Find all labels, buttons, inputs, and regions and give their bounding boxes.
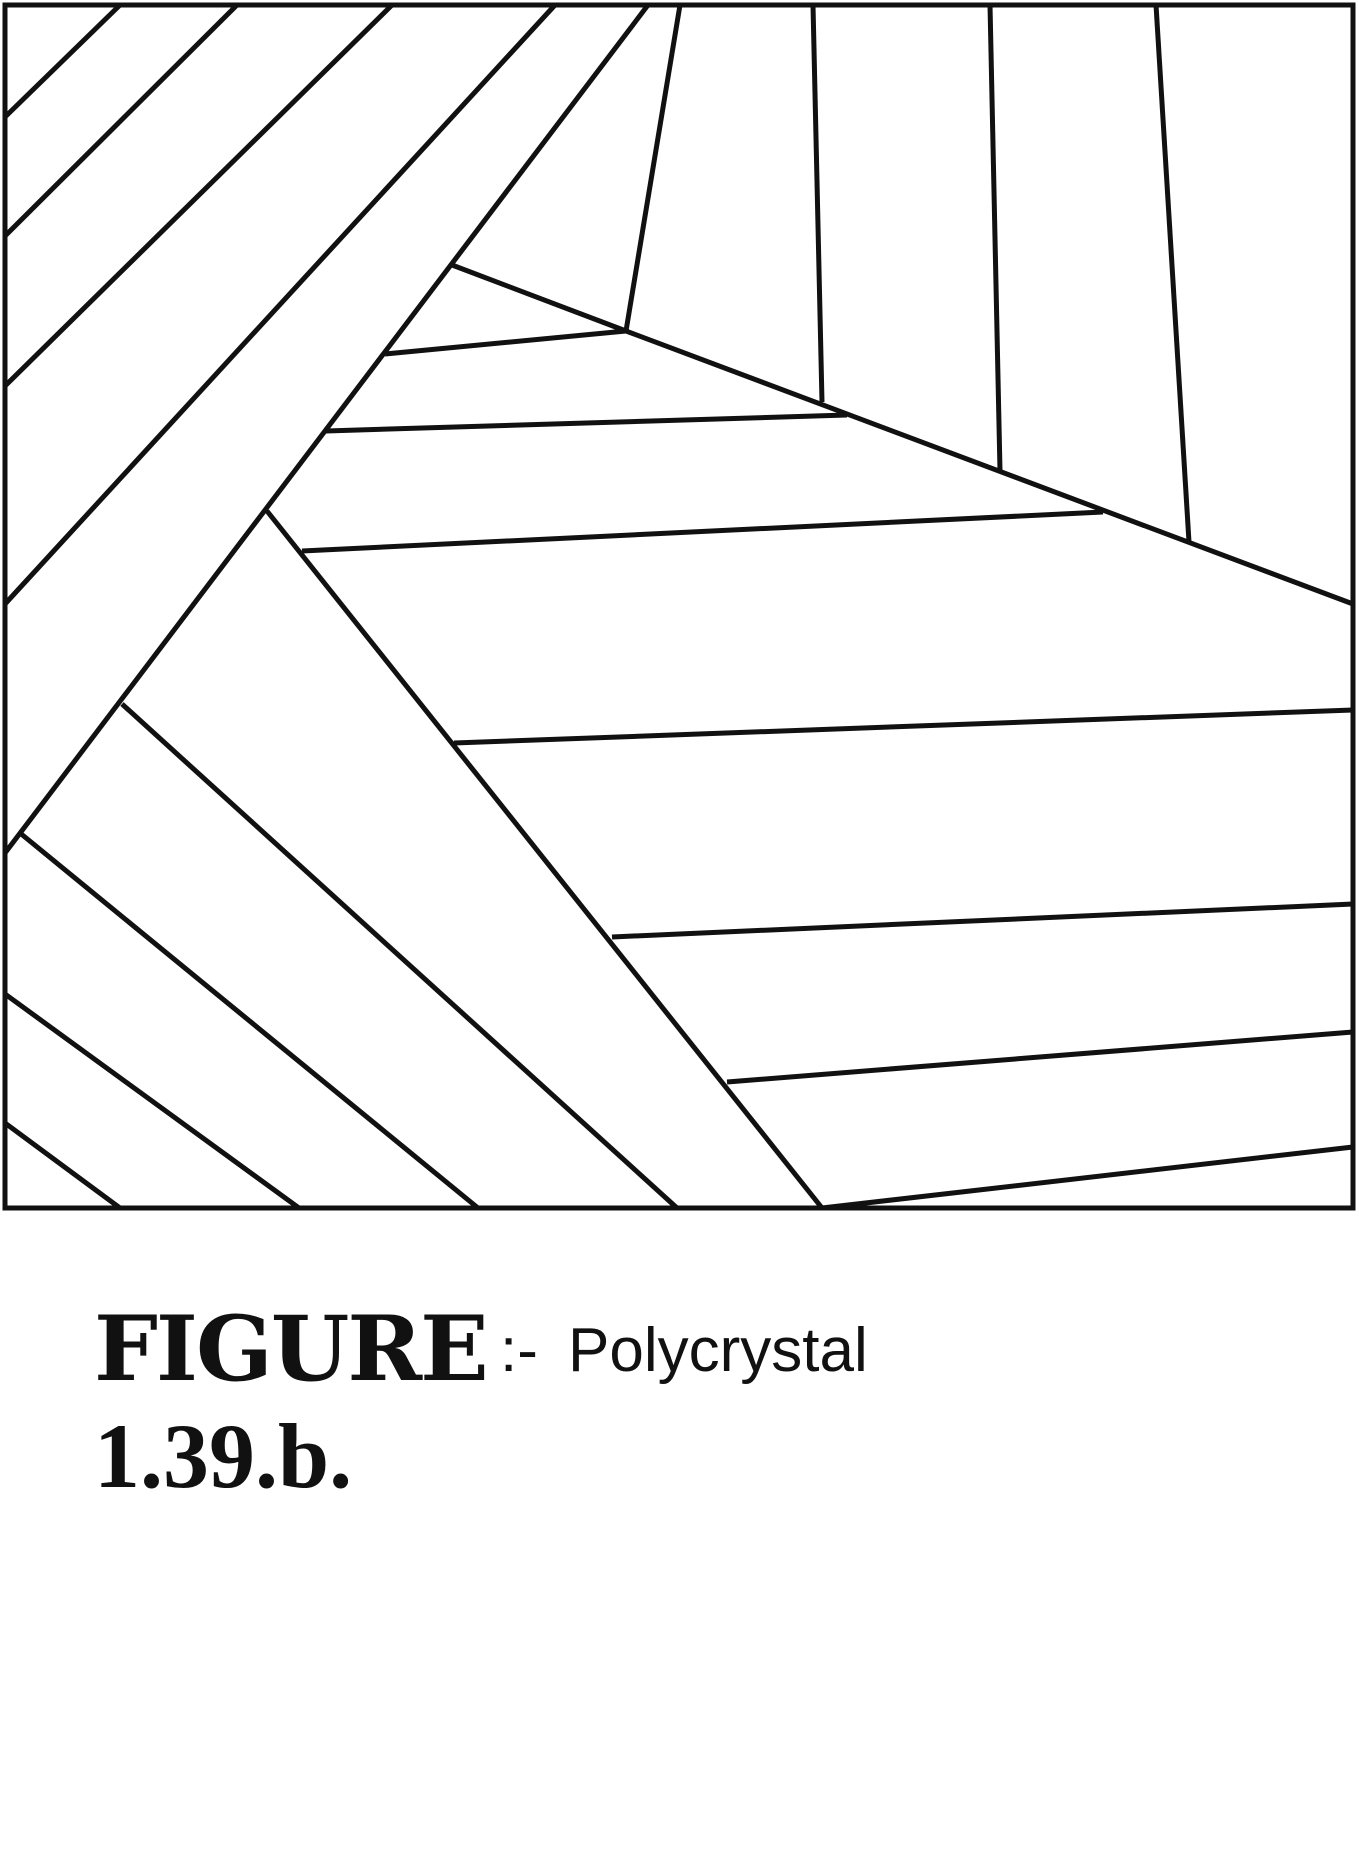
grain-boundary-line	[265, 509, 824, 1210]
grain-boundary-line	[987, 4, 1003, 472]
grain-boundaries	[3, 3, 1354, 1211]
grain-boundary-line	[120, 702, 679, 1210]
caption-separator: :-	[500, 1316, 538, 1385]
grain-boundary-line	[453, 707, 1354, 746]
figure-caption: Polycrystal	[568, 1316, 868, 1385]
grain-boundary-line	[3, 3, 394, 388]
figure-number: 1.39.b.	[94, 1405, 353, 1507]
grain-boundary-line	[3, 3, 122, 119]
grain-boundary-line	[625, 328, 1354, 607]
grain-boundary-line	[325, 412, 848, 434]
grain-boundary-line	[301, 509, 1104, 554]
polycrystal-diagram	[2, 2, 1356, 1211]
grain-boundary-line	[3, 3, 557, 606]
grain-boundary-line	[1153, 4, 1192, 543]
grain-boundary-line	[3, 1120, 122, 1211]
grain-boundary-line	[384, 328, 627, 357]
grain-boundary-line	[451, 262, 627, 334]
grain-boundary-line	[3, 3, 239, 238]
grain-boundary-line	[726, 1029, 1354, 1085]
grain-boundary-line	[3, 991, 301, 1211]
figure-label: FIGURE	[94, 1296, 489, 1402]
grain-boundary-line	[810, 4, 825, 403]
grain-boundary-line	[623, 4, 683, 332]
grain-boundary-line	[18, 831, 480, 1210]
grain-boundary-line	[611, 901, 1354, 940]
grain-boundary-line	[821, 1144, 1354, 1211]
